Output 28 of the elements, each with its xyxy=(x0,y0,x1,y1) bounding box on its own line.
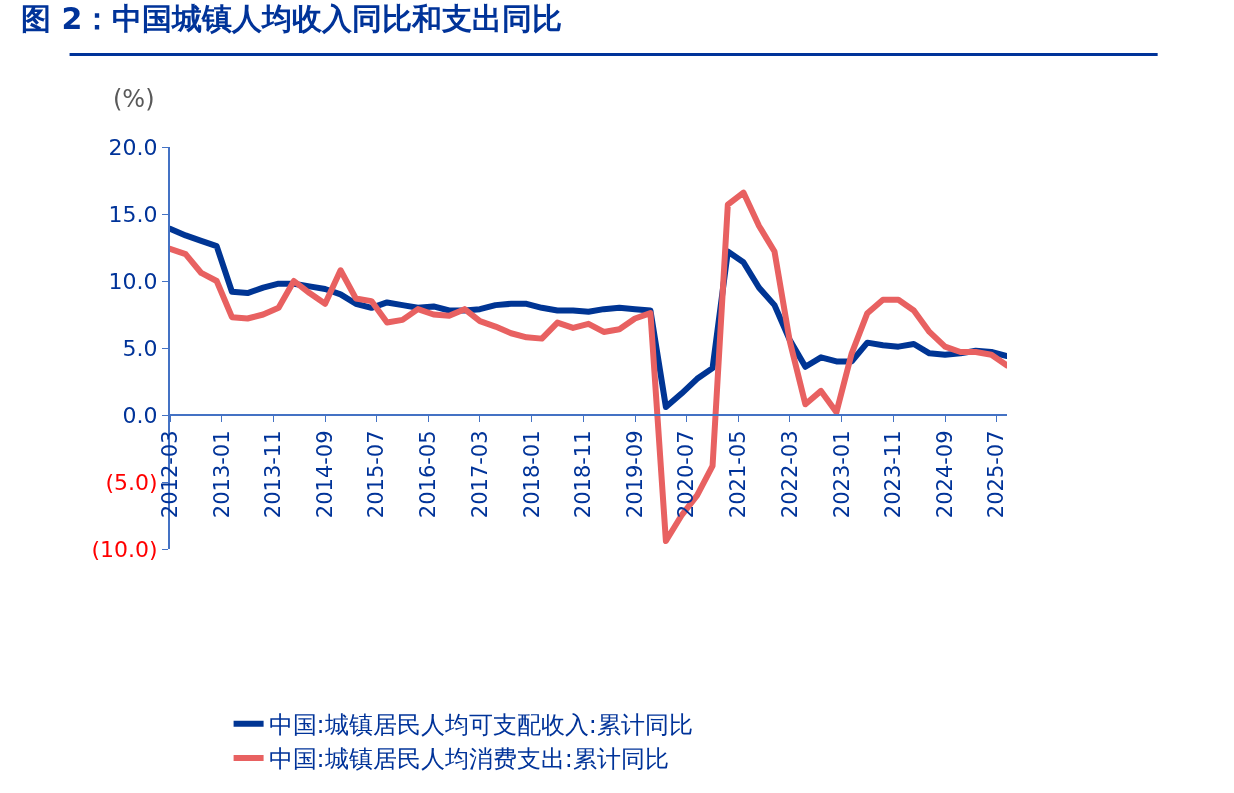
y-tick-label: 5.0 xyxy=(122,335,158,361)
x-tick-label: 2021-05 xyxy=(726,430,751,519)
x-tick-label: 2016-05 xyxy=(416,430,441,519)
y-axis-title: (%) xyxy=(113,85,155,113)
x-tick-label: 2014-09 xyxy=(312,430,337,519)
legend-label: 中国:城镇居民人均可支配收入:累计同比 xyxy=(268,711,693,740)
x-tick-label: 2024-09 xyxy=(932,430,957,519)
y-tick-label: (5.0) xyxy=(105,469,158,495)
x-tick-label: 2012-03 xyxy=(157,430,182,519)
x-tick-label: 2018-01 xyxy=(519,430,544,519)
y-tick-label: 0.0 xyxy=(122,402,158,428)
x-tick-label: 2013-01 xyxy=(209,430,234,519)
x-tick-label: 2025-07 xyxy=(984,430,1009,519)
x-tick-label: 2017-03 xyxy=(467,430,492,519)
x-tick-label: 2013-11 xyxy=(261,430,286,519)
y-tick-label: 10.0 xyxy=(108,268,158,294)
x-tick-label: 2019-09 xyxy=(622,430,647,519)
legend-label: 中国:城镇居民人均消费支出:累计同比 xyxy=(268,745,669,774)
x-tick-label: 2023-11 xyxy=(881,430,906,519)
y-tick-label: 15.0 xyxy=(108,201,158,227)
y-tick-label: (10.0) xyxy=(91,536,158,562)
x-tick-label: 2022-03 xyxy=(777,430,802,519)
x-tick-label: 2015-07 xyxy=(364,430,389,519)
y-tick-label: 20.0 xyxy=(108,134,158,160)
chart-title: 图 2：中国城镇人均收入同比和支出同比 xyxy=(20,0,563,36)
x-tick-label: 2023-01 xyxy=(829,430,854,519)
x-tick-label: 2018-11 xyxy=(571,430,596,519)
x-tick-label: 2020-07 xyxy=(674,430,699,519)
